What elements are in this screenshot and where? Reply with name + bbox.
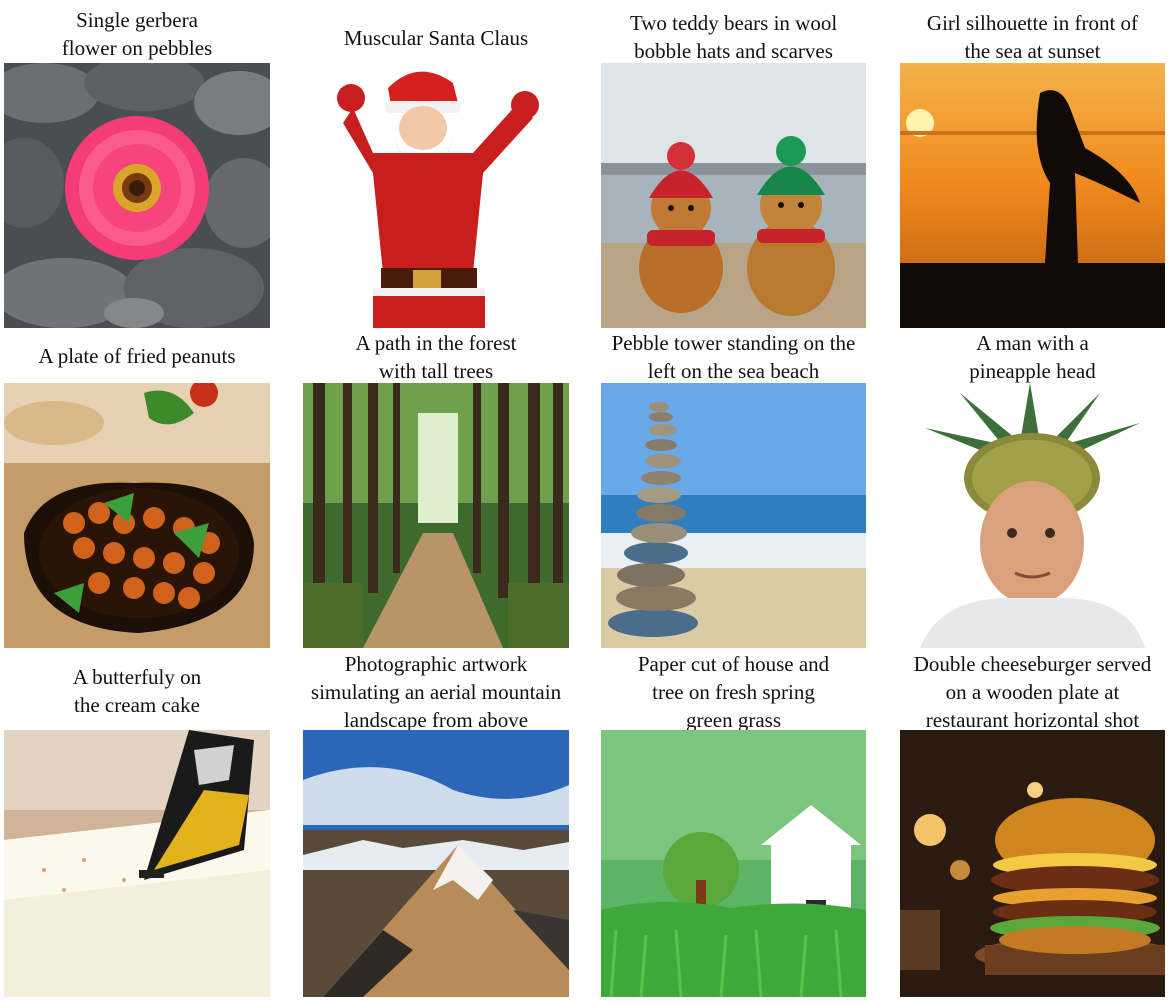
caption-butterfly: A butterfuly on the cream cake [72, 665, 202, 717]
image-teddy [601, 63, 866, 328]
caption-gerbera: Single gerbera flower on pebbles [61, 8, 213, 60]
caption-teddy: Two teddy bears in wool bobble hats and … [629, 11, 838, 63]
caption-mountain: Photographic artwork simulating an aeria… [310, 652, 562, 732]
image-gerbera [4, 63, 270, 328]
image-peanuts [4, 383, 270, 648]
caption-sunset: Girl silhouette in front of the sea at s… [926, 11, 1139, 63]
caption-paper-house: Paper cut of house and tree on fresh spr… [637, 652, 830, 732]
caption-forest: A path in the forest with tall trees [355, 331, 517, 383]
caption-pebble-tower: Pebble tower standing on the left on the… [611, 331, 856, 383]
caption-peanuts: A plate of fried peanuts [38, 344, 236, 368]
image-mountain [303, 730, 569, 997]
image-santa [303, 63, 569, 328]
image-butterfly [4, 730, 270, 997]
image-pebble-tower [601, 383, 866, 648]
caption-cheeseburger: Double cheeseburger served on a wooden p… [913, 652, 1152, 732]
image-cheeseburger [900, 730, 1165, 997]
caption-pineapple-man: A man with a pineapple head [969, 331, 1096, 383]
image-paper-house [601, 730, 866, 997]
image-sunset [900, 63, 1165, 328]
image-pineapple-man [900, 383, 1165, 648]
caption-santa: Muscular Santa Claus [343, 26, 529, 50]
image-forest [303, 383, 569, 648]
